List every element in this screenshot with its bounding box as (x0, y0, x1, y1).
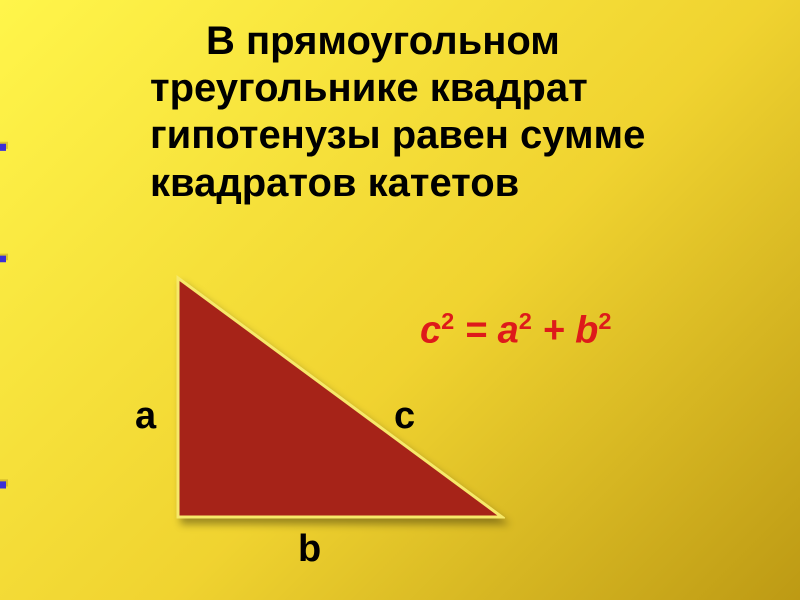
sidebar-title: Теорема Пифагора (0, 94, 8, 582)
label-c: c (394, 395, 415, 438)
formula-b-exp: 2 (598, 308, 611, 334)
formula-plus: + (532, 310, 575, 352)
formula-b: b (575, 310, 598, 352)
label-a: a (135, 395, 156, 438)
triangle-svg (175, 275, 505, 520)
formula-a-exp: 2 (519, 308, 532, 334)
label-b: b (298, 528, 321, 571)
right-triangle (175, 275, 505, 525)
triangle-polygon (178, 278, 502, 517)
theorem-statement: В прямоугольном треугольнике квадрат гип… (150, 18, 770, 207)
